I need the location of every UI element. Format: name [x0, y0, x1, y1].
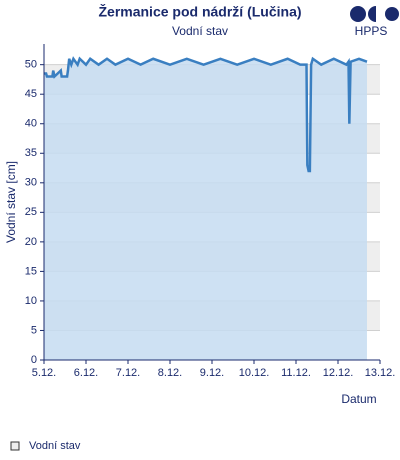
chart-subtitle: Vodní stav: [172, 24, 228, 38]
y-tick-label: 50: [25, 59, 37, 71]
logo-dot: [368, 6, 376, 22]
y-tick-label: 5: [31, 324, 37, 336]
x-axis-label: Datum: [341, 392, 376, 406]
legend-label: Vodní stav: [29, 440, 81, 452]
y-axis-label: Vodní stav [cm]: [4, 161, 18, 243]
y-tick-label: 15: [25, 265, 37, 277]
logo: HPPS: [350, 6, 399, 38]
y-tick-label: 40: [25, 118, 37, 130]
area: [44, 58, 367, 360]
x-tick-label: 6.12.: [74, 367, 98, 379]
x-tick-label: 11.12.: [281, 367, 311, 379]
legend-swatch: [10, 441, 20, 451]
y-tick-label: 30: [25, 177, 37, 189]
x-tick-label: 5.12.: [32, 367, 56, 379]
y-tick-label: 10: [25, 295, 37, 307]
x-tick-label: 9.12.: [200, 367, 224, 379]
y-tick-label: 0: [31, 354, 37, 366]
x-tick-label: 7.12.: [116, 367, 140, 379]
x-tick-label: 10.12.: [239, 367, 270, 379]
logo-dot: [385, 7, 399, 21]
y-tick-label: 25: [25, 206, 37, 218]
x-tick-label: 13.12.: [365, 367, 396, 379]
logo-dot: [350, 6, 366, 22]
y-tick-label: 20: [25, 236, 37, 248]
logo-text: HPPS: [355, 24, 388, 38]
line: [44, 56, 368, 173]
x-tick-label: 8.12.: [158, 367, 182, 379]
y-tick-label: 35: [25, 147, 37, 159]
chart-title: Žermanice pod nádrží (Lučina): [98, 3, 301, 20]
y-tick-label: 45: [25, 88, 37, 100]
x-tick-label: 12.12.: [323, 367, 354, 379]
